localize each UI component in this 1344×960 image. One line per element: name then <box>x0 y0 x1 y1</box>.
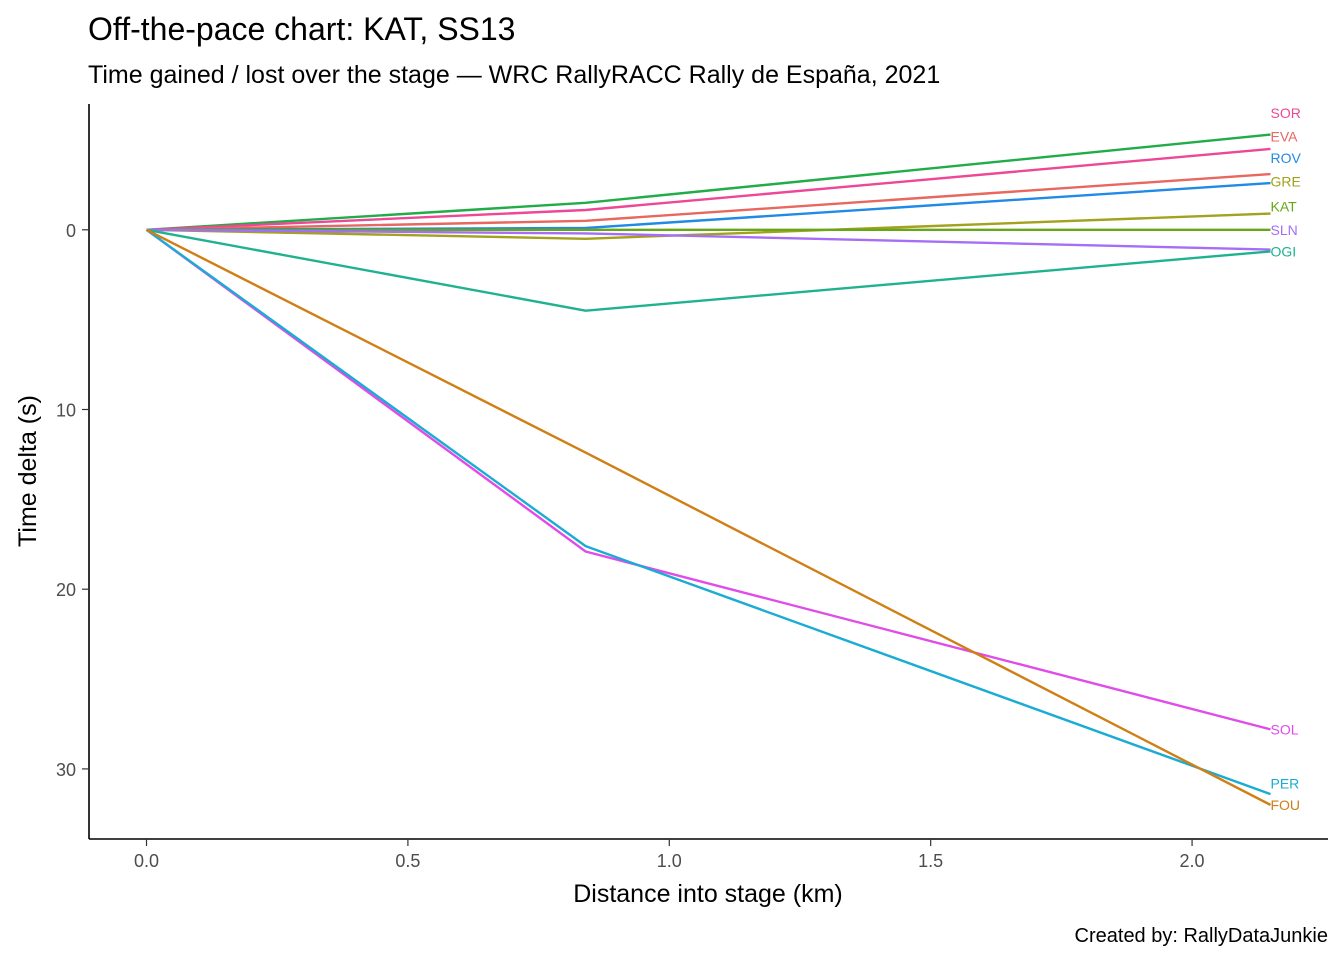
chart-subtitle: Time gained / lost over the stage — WRC … <box>88 61 940 89</box>
x-axis-ticks: 0.0 0.5 1.0 1.5 2.0 <box>134 839 1205 871</box>
chart-title: Off-the-pace chart: KAT, SS13 <box>88 11 515 47</box>
plot-lines <box>145 133 1272 806</box>
x-tick-label-2: 1.0 <box>657 851 682 871</box>
y-tick-label-1: 10 <box>56 401 76 421</box>
series-end-label-5: SLN <box>1270 222 1297 238</box>
x-tick-label-0: 0.0 <box>134 851 159 871</box>
x-tick-label-4: 2.0 <box>1180 851 1205 871</box>
series-line-2 <box>146 172 1271 231</box>
x-tick-label-3: 1.5 <box>918 851 943 871</box>
series-line-4 <box>146 212 1271 240</box>
series-end-label-1: EVA <box>1270 128 1298 144</box>
series-line-1 <box>146 147 1271 231</box>
series-end-label-9: FOU <box>1270 797 1300 813</box>
series-line-9 <box>145 228 1271 796</box>
series-end-label-3: GRE <box>1270 173 1300 189</box>
series-end-labels: SOR EVA ROV GRE KAT SLN OGI SOL PER FOU <box>1270 105 1301 813</box>
y-tick-label-0: 0 <box>66 221 76 241</box>
y-axis-title: Time delta (s) <box>14 395 42 547</box>
x-tick-label-1: 0.5 <box>395 851 420 871</box>
series-end-label-2: ROV <box>1270 150 1301 166</box>
series-end-label-8: PER <box>1270 775 1299 791</box>
series-end-label-6: OGI <box>1270 243 1296 259</box>
series-line-6 <box>146 228 1271 251</box>
series-line-7 <box>146 228 1271 312</box>
series-line-10 <box>145 228 1272 806</box>
y-tick-label-3: 30 <box>56 760 76 780</box>
series-end-label-0: SOR <box>1270 105 1300 121</box>
series-end-label-7: SOL <box>1270 721 1298 737</box>
series-end-label-4: KAT <box>1270 198 1297 214</box>
x-axis-title: Distance into stage (km) <box>573 880 843 908</box>
y-tick-label-2: 20 <box>56 580 76 600</box>
series-line-0 <box>146 133 1271 231</box>
chart-caption: Created by: RallyDataJunkie <box>1075 925 1328 947</box>
series-line-8 <box>145 228 1271 731</box>
y-axis-ticks: 0 10 20 30 <box>56 221 89 780</box>
